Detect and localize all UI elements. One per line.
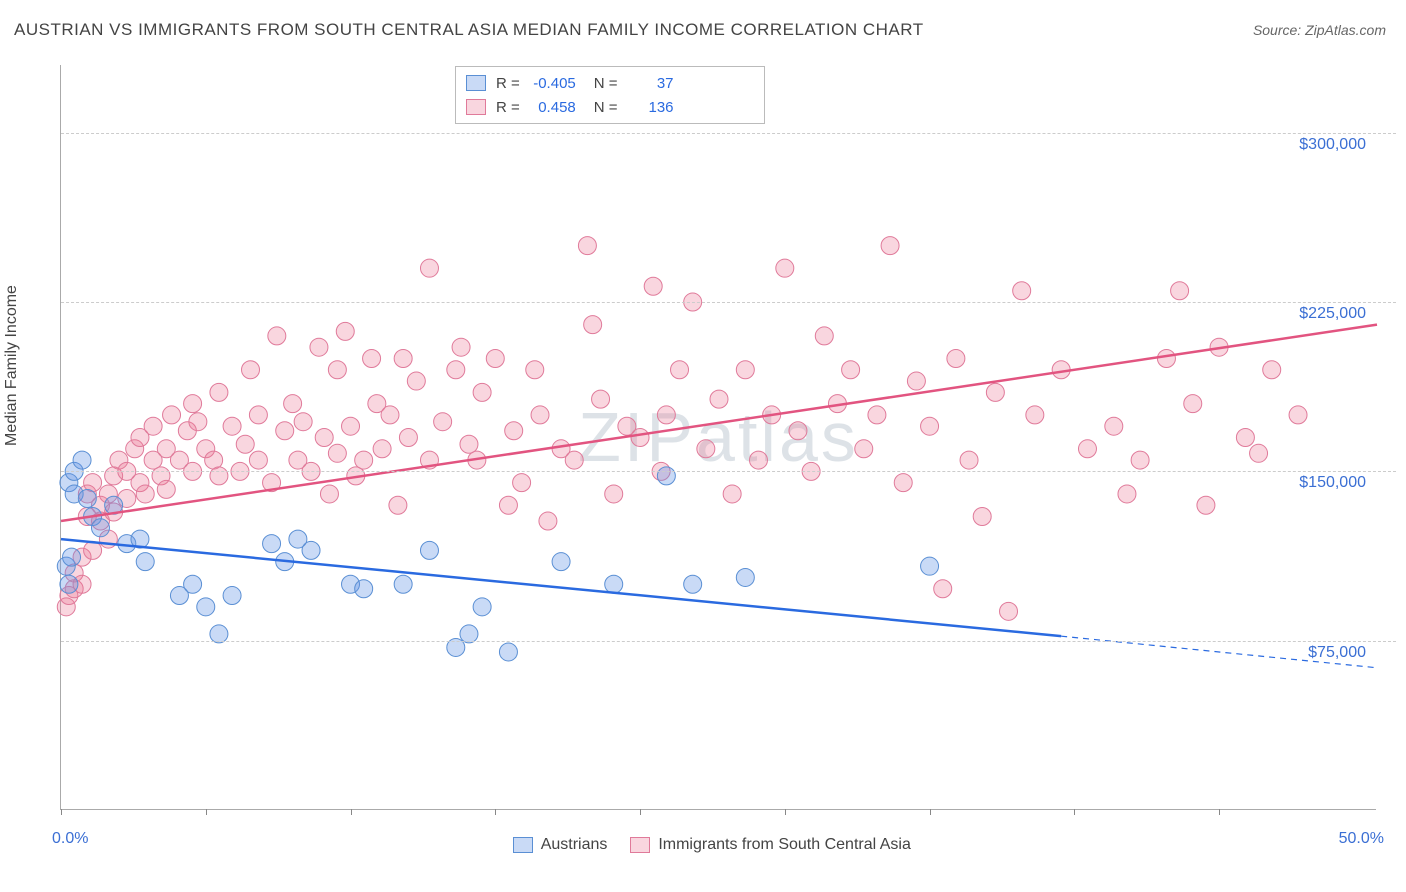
x-tick — [206, 809, 207, 815]
swatch-immigrant-icon — [630, 837, 650, 853]
y-tick-label: $150,000 — [1299, 474, 1366, 492]
x-tick — [1074, 809, 1075, 815]
legend-label-austrians: Austrians — [541, 836, 608, 853]
n-label-2: N = — [594, 99, 618, 116]
source-attribution: Source: ZipAtlas.com — [1253, 22, 1386, 38]
n-value-austrian: 37 — [624, 75, 674, 92]
y-tick-label: $300,000 — [1299, 136, 1366, 154]
grid-line — [61, 641, 1396, 642]
y-tick-label: $75,000 — [1308, 644, 1366, 662]
x-tick — [495, 809, 496, 815]
x-tick — [930, 809, 931, 815]
grid-line — [61, 471, 1396, 472]
x-tick — [1219, 809, 1220, 815]
legend-label-immigrants: Immigrants from South Central Asia — [658, 836, 911, 853]
x-tick — [61, 809, 62, 815]
correlation-legend: R = -0.405 N = 37 R = 0.458 N = 136 — [455, 66, 765, 124]
grid-line — [61, 302, 1396, 303]
x-tick — [785, 809, 786, 815]
swatch-austrian-icon — [513, 837, 533, 853]
scatter-plot-svg — [61, 65, 1376, 809]
chart-container: AUSTRIAN VS IMMIGRANTS FROM SOUTH CENTRA… — [0, 0, 1406, 892]
r-label-2: R = — [496, 99, 520, 116]
r-value-austrian: -0.405 — [526, 75, 576, 92]
r-label: R = — [496, 75, 520, 92]
x-tick — [640, 809, 641, 815]
swatch-immigrant-icon — [466, 99, 486, 115]
legend-row-immigrants: R = 0.458 N = 136 — [466, 95, 754, 119]
grid-line — [61, 133, 1396, 134]
chart-title: AUSTRIAN VS IMMIGRANTS FROM SOUTH CENTRA… — [14, 20, 924, 40]
swatch-austrian-icon — [466, 75, 486, 91]
y-axis-label: Median Family Income — [3, 285, 21, 446]
series-legend: Austrians Immigrants from South Central … — [0, 836, 1406, 854]
r-value-immigrant: 0.458 — [526, 99, 576, 116]
plot-area: ZIPatlas $75,000$150,000$225,000$300,000 — [60, 65, 1376, 810]
n-label: N = — [594, 75, 618, 92]
n-value-immigrant: 136 — [624, 99, 674, 116]
legend-row-austrians: R = -0.405 N = 37 — [466, 71, 754, 95]
x-tick — [351, 809, 352, 815]
y-tick-label: $225,000 — [1299, 305, 1366, 323]
